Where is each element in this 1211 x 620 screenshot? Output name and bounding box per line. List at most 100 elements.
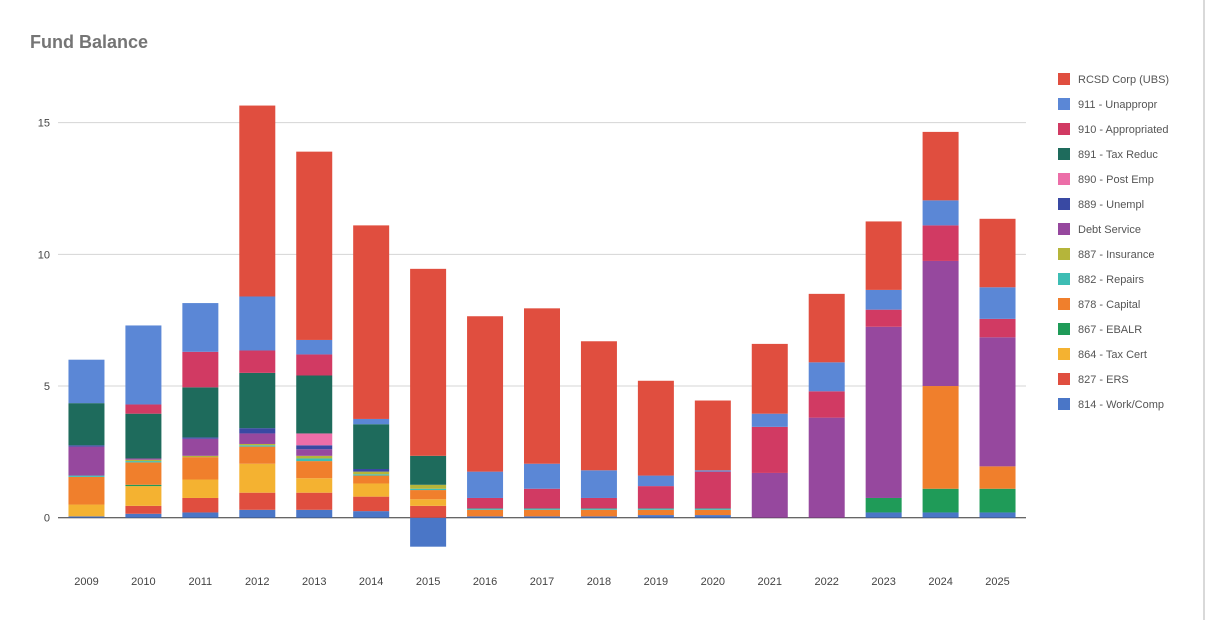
legend-swatch[interactable]	[1058, 223, 1070, 235]
bar-segment[interactable]	[410, 488, 447, 491]
bar-segment[interactable]	[182, 438, 219, 456]
bar-segment[interactable]	[467, 316, 504, 472]
bar-segment[interactable]	[637, 508, 674, 510]
bar-segment[interactable]	[922, 512, 959, 518]
bar-segment[interactable]	[410, 505, 447, 518]
bar-segment[interactable]	[865, 512, 902, 518]
bar-segment[interactable]	[580, 509, 617, 517]
bar-segment[interactable]	[694, 400, 731, 471]
bar-segment[interactable]	[239, 433, 276, 444]
legend-label[interactable]: 827 - ERS	[1078, 374, 1129, 386]
bar-segment[interactable]	[637, 515, 674, 518]
legend-label[interactable]: 910 - Appropriated	[1078, 124, 1169, 136]
bar-segment[interactable]	[694, 509, 731, 516]
bar-segment[interactable]	[751, 413, 788, 427]
bar-segment[interactable]	[125, 404, 162, 414]
bar-segment[interactable]	[467, 509, 504, 517]
bar-segment[interactable]	[68, 446, 105, 476]
legend-swatch[interactable]	[1058, 273, 1070, 285]
legend-swatch[interactable]	[1058, 148, 1070, 160]
bar-segment[interactable]	[580, 497, 617, 509]
bar-segment[interactable]	[580, 341, 617, 471]
bar-segment[interactable]	[296, 433, 333, 446]
bar-segment[interactable]	[182, 512, 219, 518]
bar-segment[interactable]	[239, 443, 276, 446]
bar-segment[interactable]	[637, 380, 674, 476]
bar-segment[interactable]	[68, 403, 105, 446]
bar-segment[interactable]	[467, 497, 504, 509]
bar-segment[interactable]	[410, 517, 447, 547]
bar-segment[interactable]	[979, 488, 1016, 513]
bar-segment[interactable]	[467, 471, 504, 498]
legend-swatch[interactable]	[1058, 73, 1070, 85]
bar-segment[interactable]	[239, 105, 276, 297]
legend-swatch[interactable]	[1058, 298, 1070, 310]
bar-segment[interactable]	[182, 455, 219, 458]
bar-segment[interactable]	[637, 475, 674, 487]
bar-segment[interactable]	[979, 287, 1016, 319]
bar-segment[interactable]	[580, 516, 617, 518]
bar-segment[interactable]	[865, 309, 902, 327]
bar-segment[interactable]	[68, 504, 105, 517]
legend-swatch[interactable]	[1058, 398, 1070, 410]
bar-segment[interactable]	[979, 337, 1016, 467]
bar-segment[interactable]	[239, 350, 276, 373]
bar-segment[interactable]	[125, 413, 162, 459]
bar-segment[interactable]	[125, 513, 162, 518]
bar-segment[interactable]	[922, 131, 959, 201]
bar-segment[interactable]	[296, 375, 333, 434]
bar-segment[interactable]	[182, 387, 219, 438]
legend-label[interactable]: 864 - Tax Cert	[1078, 349, 1147, 361]
bar-segment[interactable]	[524, 509, 560, 517]
bar-segment[interactable]	[125, 462, 162, 485]
bar-segment[interactable]	[353, 483, 390, 497]
legend-label[interactable]: 911 - Unappropr	[1078, 99, 1158, 111]
bar-segment[interactable]	[125, 459, 162, 462]
bar-segment[interactable]	[524, 508, 560, 510]
legend-label[interactable]: 878 - Capital	[1078, 299, 1140, 311]
bar-segment[interactable]	[865, 326, 902, 498]
bar-segment[interactable]	[694, 470, 731, 472]
legend-label[interactable]: 882 - Repairs	[1078, 274, 1145, 286]
legend-label[interactable]: 867 - EBALR	[1078, 324, 1142, 336]
bar-segment[interactable]	[239, 445, 276, 447]
bar-segment[interactable]	[239, 428, 276, 434]
legend-swatch[interactable]	[1058, 123, 1070, 135]
legend-swatch[interactable]	[1058, 323, 1070, 335]
bar-segment[interactable]	[296, 509, 333, 518]
bar-segment[interactable]	[68, 516, 105, 518]
bar-segment[interactable]	[808, 391, 845, 418]
bar-segment[interactable]	[182, 437, 219, 439]
bar-segment[interactable]	[410, 455, 447, 485]
bar-segment[interactable]	[410, 484, 447, 489]
legend-label[interactable]: 891 - Tax Reduc	[1078, 149, 1158, 161]
bar-segment[interactable]	[808, 417, 845, 518]
bar-segment[interactable]	[239, 492, 276, 510]
bar-segment[interactable]	[524, 463, 560, 489]
bar-segment[interactable]	[68, 475, 105, 477]
bar-segment[interactable]	[296, 458, 333, 462]
bar-segment[interactable]	[410, 490, 447, 500]
legend-swatch[interactable]	[1058, 173, 1070, 185]
bar-segment[interactable]	[751, 472, 788, 518]
bar-segment[interactable]	[979, 218, 1016, 288]
bar-segment[interactable]	[125, 484, 162, 487]
bar-segment[interactable]	[410, 499, 447, 506]
bar-segment[interactable]	[808, 293, 845, 363]
legend-label[interactable]: RCSD Corp (UBS)	[1078, 74, 1169, 86]
bar-segment[interactable]	[296, 354, 333, 376]
legend-swatch[interactable]	[1058, 248, 1070, 260]
bar-segment[interactable]	[410, 268, 447, 456]
bar-segment[interactable]	[922, 260, 959, 387]
legend-label[interactable]: 887 - Insurance	[1078, 249, 1154, 261]
bar-segment[interactable]	[239, 446, 276, 464]
legend-label[interactable]: 814 - Work/Comp	[1078, 399, 1164, 411]
bar-segment[interactable]	[125, 461, 162, 463]
bar-segment[interactable]	[239, 372, 276, 429]
bar-segment[interactable]	[125, 325, 162, 405]
legend-swatch[interactable]	[1058, 98, 1070, 110]
bar-segment[interactable]	[865, 289, 902, 310]
bar-segment[interactable]	[694, 508, 731, 510]
legend-swatch[interactable]	[1058, 348, 1070, 360]
bar-segment[interactable]	[296, 151, 333, 340]
